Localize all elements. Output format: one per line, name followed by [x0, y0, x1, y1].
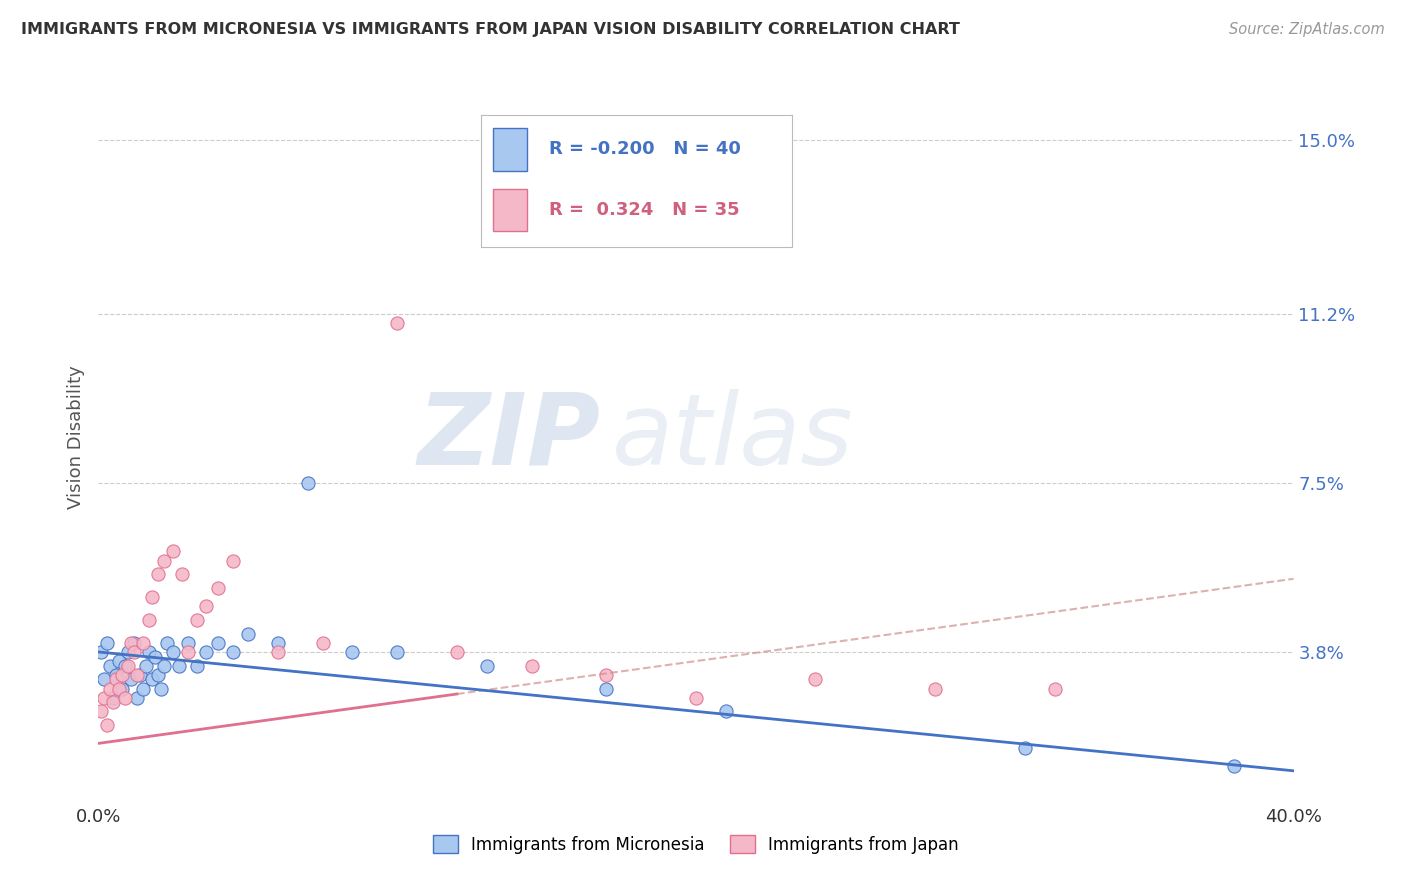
Point	[120, 673, 142, 687]
Point	[96, 718, 118, 732]
Point	[924, 681, 946, 696]
Point	[90, 645, 112, 659]
Point	[222, 553, 245, 567]
Point	[520, 658, 543, 673]
Point	[1014, 740, 1036, 755]
Point	[167, 658, 190, 673]
Point	[143, 649, 166, 664]
Point	[127, 690, 149, 705]
Point	[148, 667, 170, 682]
Point	[124, 645, 146, 659]
Point	[685, 690, 707, 705]
Point	[162, 645, 184, 659]
Point	[105, 673, 128, 687]
Point	[195, 599, 218, 614]
Point	[114, 658, 136, 673]
Point	[714, 705, 737, 719]
Point	[1043, 681, 1066, 696]
Point	[267, 636, 290, 650]
Text: ZIP: ZIP	[418, 389, 600, 485]
Text: IMMIGRANTS FROM MICRONESIA VS IMMIGRANTS FROM JAPAN VISION DISABILITY CORRELATIO: IMMIGRANTS FROM MICRONESIA VS IMMIGRANTS…	[21, 22, 960, 37]
Point	[93, 673, 115, 687]
Text: atlas: atlas	[613, 389, 853, 485]
Point	[138, 645, 160, 659]
Point	[114, 690, 136, 705]
Point	[297, 475, 319, 490]
Point	[186, 613, 208, 627]
Point	[595, 667, 617, 682]
Point	[207, 636, 229, 650]
Point	[186, 658, 208, 673]
Point	[153, 658, 176, 673]
Point	[103, 690, 125, 705]
Point	[311, 636, 333, 650]
Point	[385, 316, 409, 330]
Text: Source: ZipAtlas.com: Source: ZipAtlas.com	[1229, 22, 1385, 37]
Point	[141, 673, 163, 687]
Point	[93, 690, 115, 705]
Point	[138, 613, 160, 627]
Legend: Immigrants from Micronesia, Immigrants from Japan: Immigrants from Micronesia, Immigrants f…	[426, 829, 966, 860]
Point	[207, 581, 229, 595]
Point	[446, 645, 468, 659]
Point	[103, 695, 125, 709]
Point	[135, 658, 157, 673]
Point	[156, 636, 179, 650]
Point	[120, 636, 142, 650]
Point	[475, 658, 498, 673]
Point	[595, 681, 617, 696]
Point	[98, 681, 122, 696]
Point	[108, 654, 131, 668]
Point	[98, 658, 122, 673]
Point	[141, 590, 163, 604]
Point	[342, 645, 364, 659]
Point	[108, 681, 131, 696]
Point	[132, 636, 155, 650]
Point	[236, 626, 259, 640]
Y-axis label: Vision Disability: Vision Disability	[66, 365, 84, 509]
Point	[804, 673, 827, 687]
Point	[222, 645, 245, 659]
Point	[177, 636, 200, 650]
Point	[132, 681, 155, 696]
Point	[96, 636, 118, 650]
Point	[195, 645, 218, 659]
Point	[162, 544, 184, 558]
Point	[111, 667, 134, 682]
Point	[111, 681, 134, 696]
Point	[148, 567, 170, 582]
Point	[172, 567, 194, 582]
Point	[385, 645, 409, 659]
Point	[129, 667, 152, 682]
Point	[117, 645, 139, 659]
Point	[124, 636, 146, 650]
Point	[105, 667, 128, 682]
Point	[150, 681, 173, 696]
Point	[90, 705, 112, 719]
Point	[153, 553, 176, 567]
Point	[1223, 759, 1246, 773]
Point	[177, 645, 200, 659]
Point	[117, 658, 139, 673]
Point	[127, 667, 149, 682]
Point	[267, 645, 290, 659]
